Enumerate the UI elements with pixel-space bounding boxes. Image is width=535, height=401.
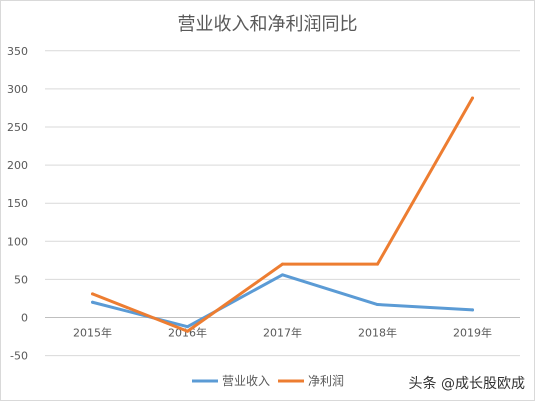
x-axis: 2015年 2016年 2017年 2018年 2019年: [73, 326, 492, 340]
data-point: [281, 262, 284, 266]
y-tick-label: 350: [7, 45, 28, 58]
data-point: [91, 292, 94, 296]
legend: 营业收入 净利润: [192, 374, 344, 388]
legend-label: 营业收入: [222, 374, 270, 388]
chart-title: 营业收入和净利润同比: [177, 14, 358, 35]
data-point: [376, 262, 379, 266]
x-tick-label: 2019年: [453, 326, 492, 340]
y-tick-label: 100: [7, 235, 28, 248]
series-lines: [91, 96, 474, 333]
y-tick-label: 300: [7, 83, 28, 96]
y-tick-label: -50: [10, 350, 28, 363]
data-point: [186, 329, 189, 333]
x-tick-label: 2017年: [263, 326, 302, 340]
data-point: [91, 300, 94, 304]
y-tick-label: 200: [7, 159, 28, 172]
y-tick-label: 150: [7, 197, 28, 210]
data-point: [186, 325, 189, 329]
series-line-2: [91, 96, 474, 333]
y-axis: 350 300 250 200 150 100 50 0 -50: [7, 45, 28, 363]
data-point: [471, 308, 474, 312]
legend-label: 净利润: [308, 374, 344, 388]
data-point: [376, 303, 379, 307]
gridlines: [45, 50, 520, 357]
y-tick-label: 50: [14, 273, 28, 286]
x-tick-label: 2018年: [358, 326, 397, 340]
watermark: 头条 @成长股欧成: [408, 376, 525, 392]
x-tick-label: 2015年: [73, 326, 112, 340]
y-tick-label: 250: [7, 121, 28, 134]
y-tick-label: 0: [21, 312, 28, 325]
data-point: [281, 273, 284, 277]
series-line-1: [91, 273, 474, 329]
data-point: [471, 96, 474, 100]
